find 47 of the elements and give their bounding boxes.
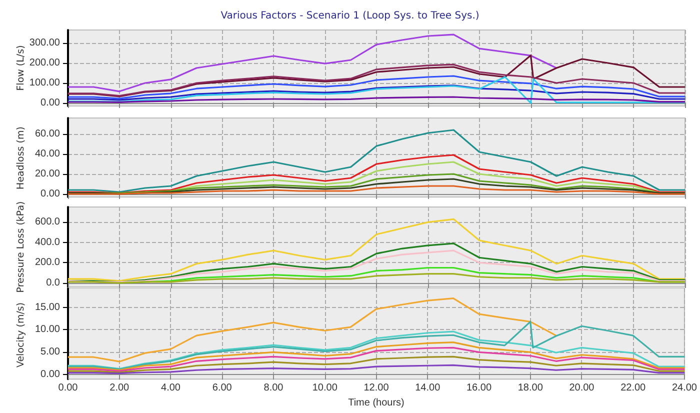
x-tick-label: 12.00 <box>364 382 390 394</box>
line-series <box>67 64 686 97</box>
x-tick-label: 20.00 <box>569 382 595 394</box>
x-axis-title: Time (hours) <box>348 398 404 408</box>
x-tick-label: 6.00 <box>212 382 232 394</box>
y-tick-label: 0.00 <box>40 369 60 380</box>
y-tick-label: 5.00 <box>40 346 60 358</box>
y-tick-label: 10.00 <box>34 324 60 336</box>
line-series <box>67 298 557 362</box>
x-tick-label: 18.00 <box>518 382 544 394</box>
x-tick-label: 14.00 <box>415 382 441 394</box>
y-tick-label: 0.00 <box>40 188 60 200</box>
line-series <box>67 76 686 104</box>
x-tick-label: 4.00 <box>161 382 181 394</box>
y-tick-label: 15.00 <box>34 302 60 313</box>
y-tick-label: 0.00 <box>40 98 60 108</box>
chart-title: Various Factors - Scenario 1 (Loop Sys. to Tree Sys.) <box>220 10 480 22</box>
line-series <box>67 320 686 370</box>
y-axis-title: Velocity (m/s) <box>16 302 26 368</box>
x-tick-label: 8.00 <box>264 382 284 394</box>
line-series <box>67 84 686 101</box>
line-series <box>67 330 686 370</box>
x-tick-label: 22.00 <box>620 382 646 394</box>
line-series <box>67 75 686 100</box>
y-tick-label: 300.00 <box>29 38 60 48</box>
line-series <box>67 342 686 371</box>
x-tick-label: 24.00 <box>672 382 698 394</box>
y-tick-label: 600.0 <box>34 216 60 228</box>
y-tick-label: 400.0 <box>34 236 60 248</box>
line-series <box>67 34 558 92</box>
line-series <box>67 273 686 284</box>
y-tick-label: 100.00 <box>29 78 60 88</box>
line-series <box>67 346 686 372</box>
line-series <box>67 54 686 98</box>
y-tick-label: 200.0 <box>34 257 60 268</box>
x-tick-label: 10.00 <box>312 382 338 394</box>
x-tick-label: 16.00 <box>466 382 492 394</box>
y-tick-label: 200.00 <box>29 58 60 68</box>
y-tick-label: 40.00 <box>34 148 60 160</box>
y-tick-label: 0.0 <box>46 277 60 288</box>
y-tick-label: 20.00 <box>34 168 60 180</box>
y-axis-title: Pressure Loss (kPa) <box>16 201 26 293</box>
x-tick-label: 0.00 <box>58 382 78 394</box>
y-tick-label: 60.00 <box>34 128 60 140</box>
y-axis-title: Headloss (m) <box>16 126 26 189</box>
y-axis-title: Flow (L/s) <box>16 45 26 91</box>
x-tick-label: 2.00 <box>110 382 130 394</box>
